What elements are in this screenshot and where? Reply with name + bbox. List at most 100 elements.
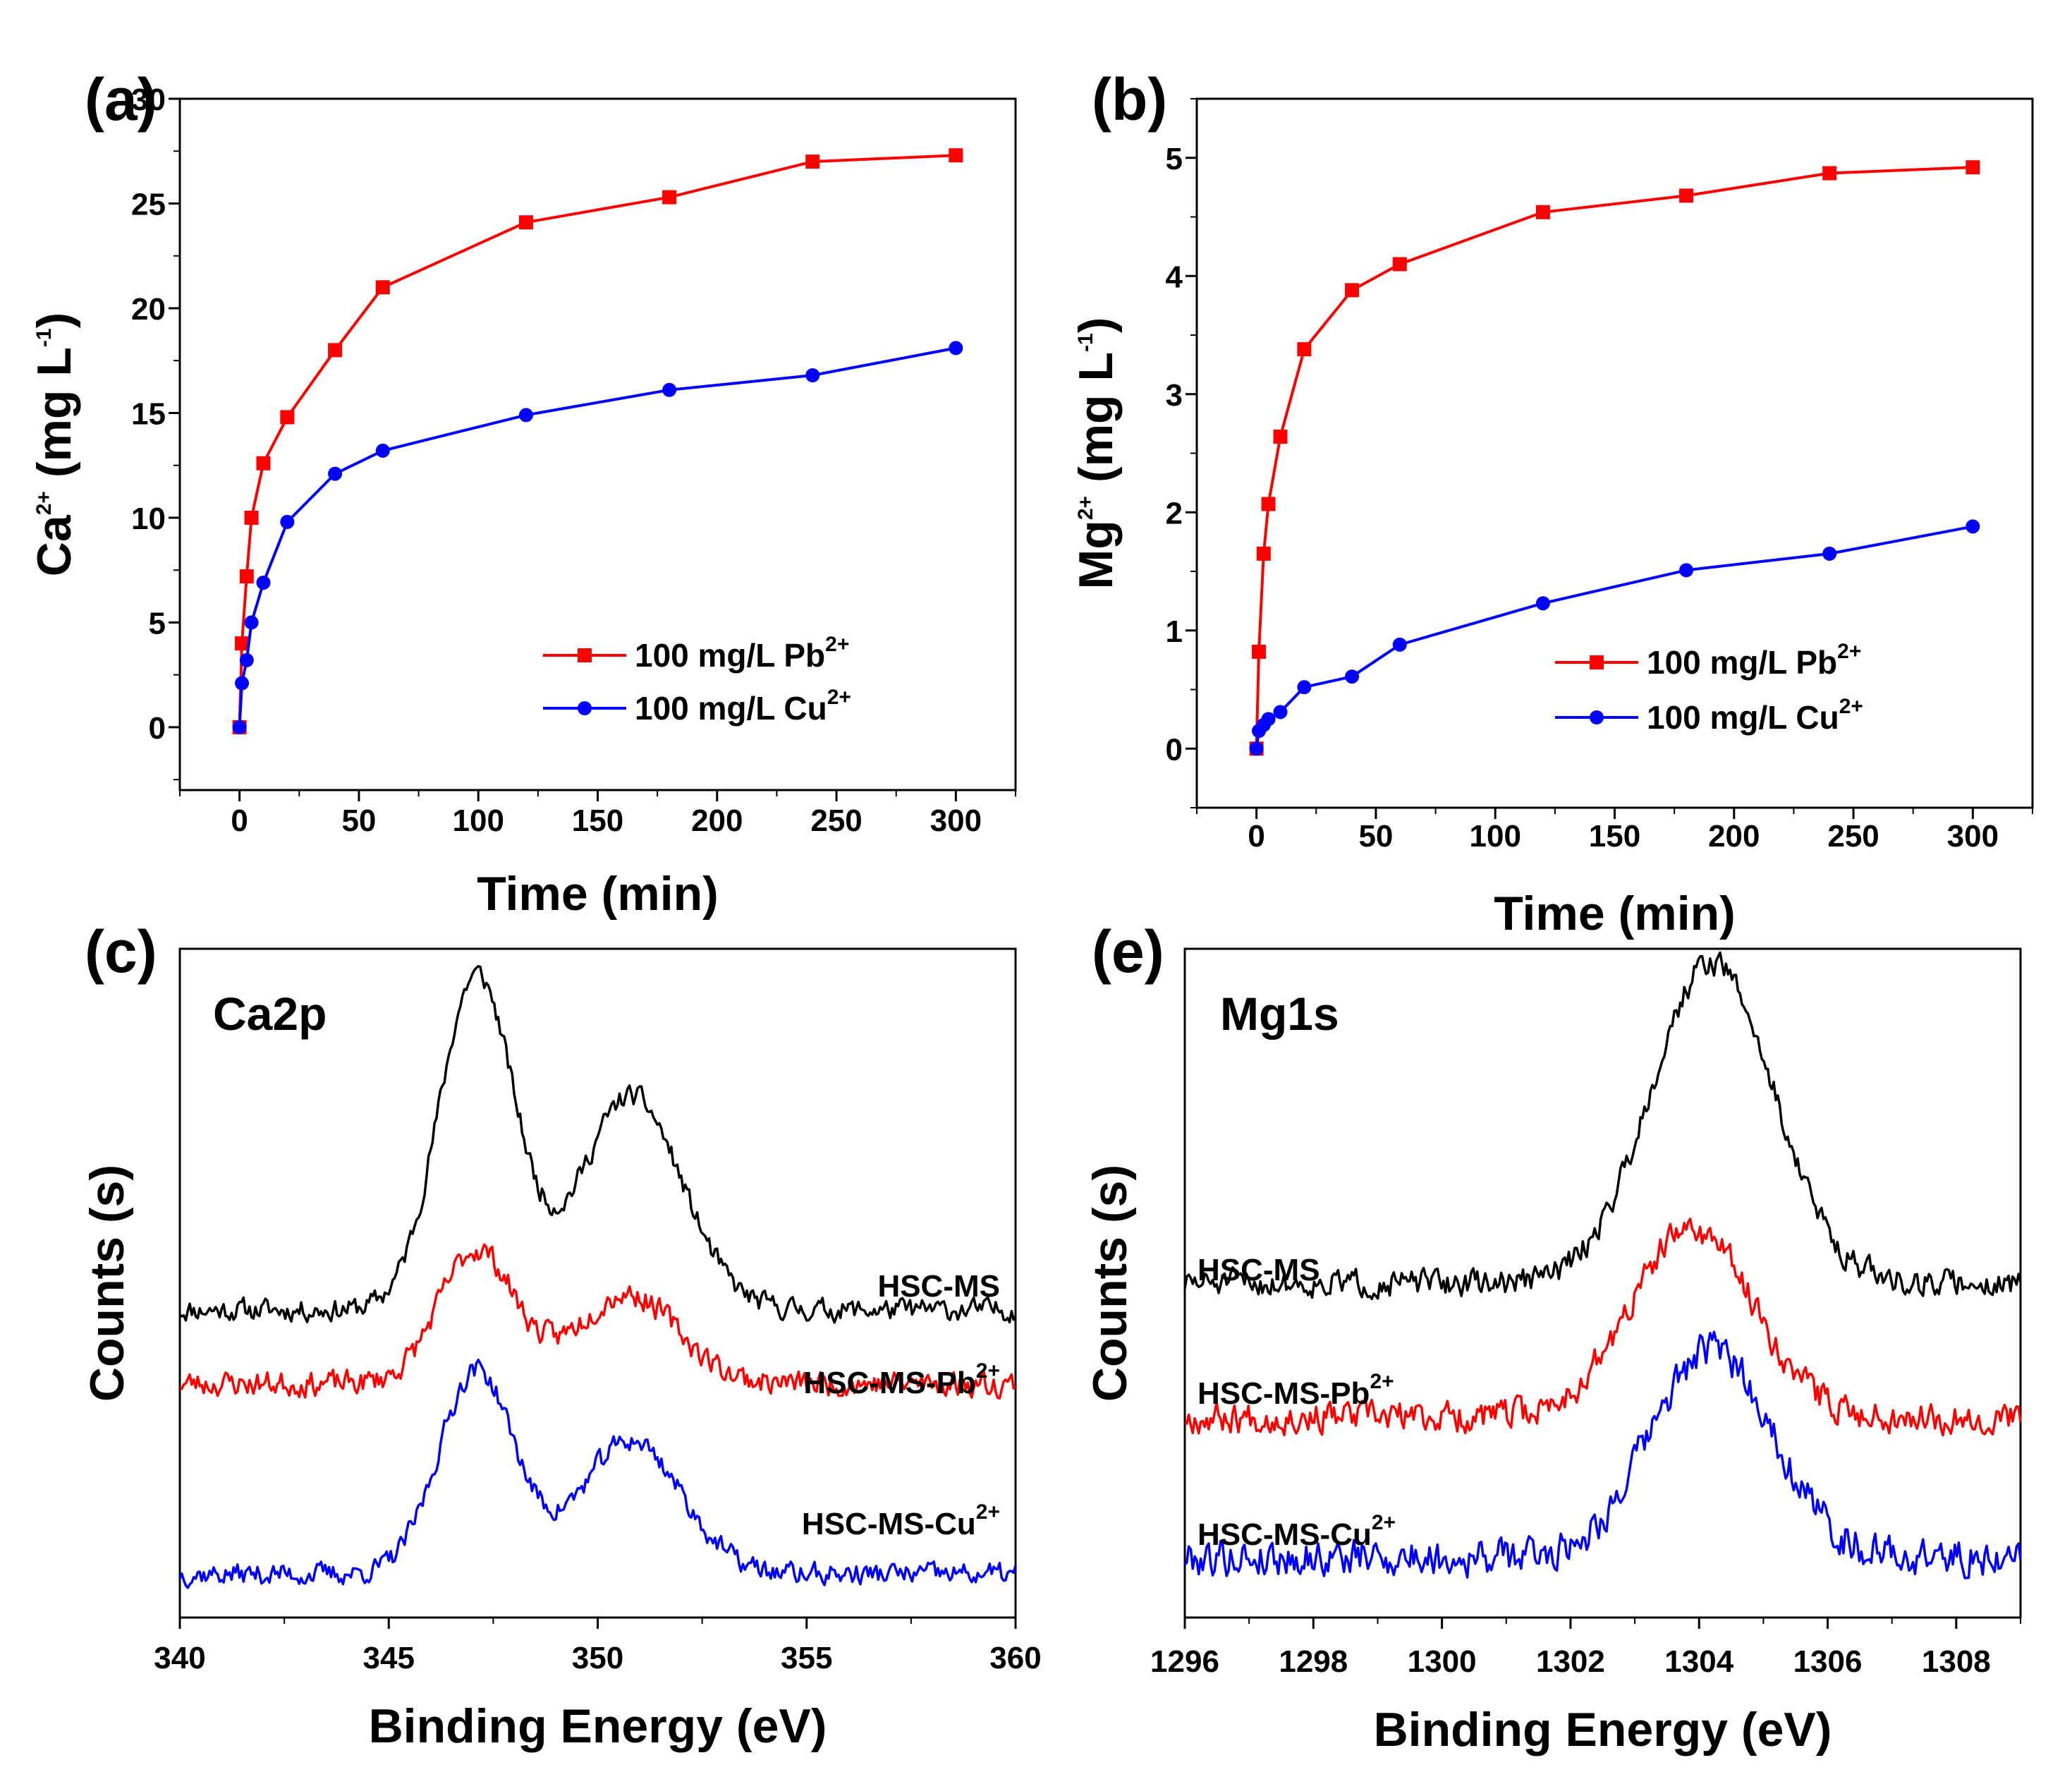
data-point (662, 190, 677, 205)
series-label: HSC-MS-Pb2+ (1198, 1370, 1394, 1411)
x-tick-label: 1304 (1664, 1644, 1733, 1679)
x-axis-title: Time (min) (1494, 887, 1736, 940)
data-point (1261, 712, 1276, 727)
spectrum-line-1 (1184, 1218, 2022, 1437)
series-label-text: HSC-MS (1198, 1253, 1320, 1287)
y-axis-title-close: ) (1069, 317, 1123, 334)
y-tick-label: 0 (1166, 732, 1183, 767)
y-tick-label: 1 (1166, 614, 1183, 649)
panel-letter: (b) (1092, 66, 1167, 133)
panel-e: (e) 1296 1298 1300 1302 1304 1306 1308 Binding E… (1083, 918, 2022, 1756)
x-tick-label: 1300 (1408, 1644, 1477, 1679)
inset-title: Mg1s (1220, 988, 1339, 1040)
x-tick-label: 0 (231, 803, 248, 838)
data-point (1249, 741, 1264, 756)
series-label-charge: 2+ (976, 1500, 1000, 1524)
data-point (1966, 519, 1980, 534)
series-label-text: HSC-MS-Pb (1198, 1376, 1370, 1411)
x-tick-label: 360 (989, 1641, 1041, 1675)
data-point (244, 615, 259, 630)
series-label: HSC-MS (1198, 1253, 1320, 1287)
y-tick-label: 30 (131, 83, 166, 117)
data-point (518, 215, 533, 230)
y-tick-label: 0 (149, 711, 166, 746)
x-tick-label: 340 (154, 1641, 205, 1675)
data-point (1273, 430, 1288, 444)
x-axis-title: Time (min) (477, 867, 719, 921)
data-point (1679, 188, 1694, 203)
x-tick-label: 345 (363, 1641, 415, 1675)
series-line-0 (1255, 166, 1973, 749)
data-point (375, 280, 390, 295)
x-tick-label: 250 (1827, 819, 1879, 854)
y-axis-title-ion: Ca (28, 514, 81, 576)
panel-c: (c) 340 345 350 355 360 Binding Energy (eV) Cou… (80, 918, 1042, 1753)
legend-label-charge: 2+ (1839, 695, 1863, 718)
panel-letter: (c) (85, 918, 157, 985)
legend-label: 100 mg/L Cu2+ (1647, 695, 1863, 736)
data-point (256, 456, 271, 471)
data-point (239, 569, 254, 584)
y-axis-title: Counts (s) (1083, 1165, 1137, 1402)
spectrum-line-2 (178, 1358, 1017, 1589)
data-point (949, 148, 963, 163)
y-tick-label: 25 (131, 187, 166, 222)
data-point (328, 466, 343, 481)
y-tick-label: 15 (131, 396, 166, 431)
legend-label-text: 100 mg/L Pb (635, 637, 825, 674)
legend-label-charge: 2+ (825, 633, 849, 656)
y-axis-title-exponent: -1 (32, 328, 56, 347)
data-point (280, 514, 295, 529)
series-label-charge: 2+ (1370, 1370, 1394, 1393)
data-point (1297, 342, 1312, 357)
data-point (232, 720, 247, 734)
y-tick-label: 2 (1166, 496, 1183, 530)
spectrum-line-2 (1183, 1330, 2022, 1579)
panel-letter: (e) (1092, 918, 1164, 985)
x-tick-label: 100 (453, 803, 504, 838)
y-tick-label: 4 (1166, 260, 1183, 294)
x-tick-label: 350 (572, 1641, 623, 1675)
x-tick-label: 355 (781, 1641, 832, 1675)
data-point (1535, 205, 1550, 219)
data-point (578, 701, 592, 715)
series-label-text: HSC-MS-Cu (1198, 1517, 1372, 1552)
y-axis-title-unit: (mg L (28, 347, 81, 491)
data-point (1590, 710, 1604, 724)
x-tick-label: 250 (810, 803, 862, 838)
y-axis-title: Ca2+ (mg L-1) (28, 312, 81, 576)
x-tick-label: 0 (1248, 819, 1264, 854)
series-label-text: HSC-MS (877, 1269, 1000, 1304)
y-axis-title-exponent: -1 (1074, 333, 1097, 352)
data-point (235, 676, 250, 691)
x-tick-label: 1306 (1793, 1644, 1863, 1679)
y-axis-title-charge: 2+ (1074, 496, 1097, 520)
series-label: HSC-MS-Cu2+ (802, 1500, 1000, 1541)
y-tick-label: 5 (1166, 142, 1183, 176)
data-point (1590, 655, 1604, 669)
x-tick-label: 1298 (1279, 1644, 1348, 1679)
series-label: HSC-MS-Pb2+ (803, 1359, 1000, 1400)
data-point (1297, 680, 1312, 695)
spectrum-line-1 (179, 1243, 1017, 1400)
legend-label-charge: 2+ (827, 686, 851, 709)
x-tick-label: 1308 (1922, 1644, 1991, 1679)
x-tick-label: 200 (691, 803, 743, 838)
series-label: HSC-MS-Cu2+ (1198, 1511, 1396, 1552)
legend-label-text: 100 mg/L Pb (1647, 644, 1837, 681)
x-tick-label: 150 (572, 803, 623, 838)
x-tick-label: 50 (1358, 819, 1393, 854)
data-point (375, 443, 390, 458)
legend-label-text: 100 mg/L Cu (1647, 699, 1839, 736)
x-tick-label: 50 (341, 803, 376, 838)
data-point (235, 636, 250, 651)
data-point (239, 653, 254, 667)
series-label-text: HSC-MS-Cu (802, 1507, 976, 1541)
data-point (1345, 283, 1360, 298)
data-point (256, 576, 271, 590)
data-point (805, 154, 820, 169)
x-tick-label: 300 (1947, 819, 1999, 854)
y-tick-label: 10 (131, 502, 166, 536)
